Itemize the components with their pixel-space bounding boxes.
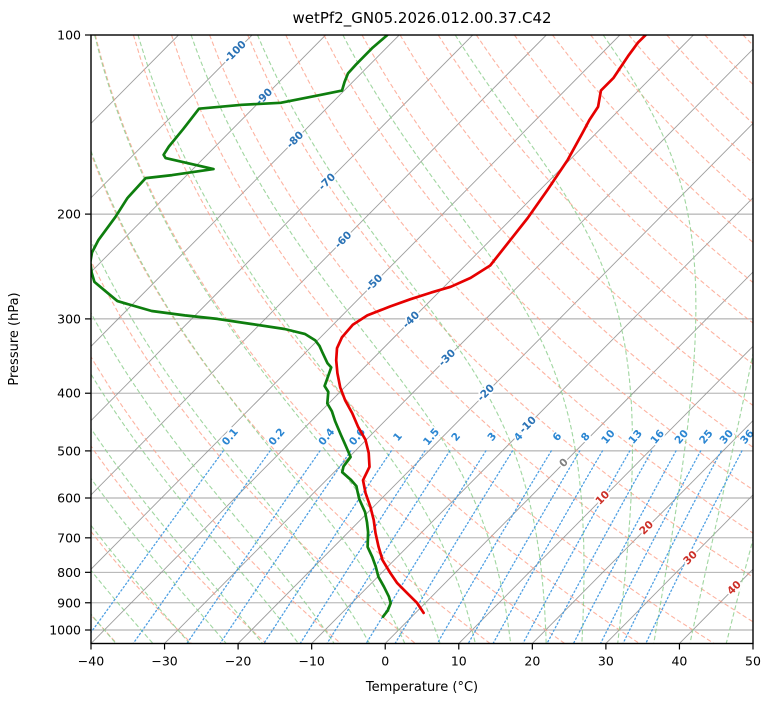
y-tick-label: 1000 <box>49 623 81 638</box>
y-tick-label: 100 <box>57 28 81 43</box>
y-tick-label: 500 <box>57 443 81 458</box>
x-tick-label: −20 <box>225 654 251 669</box>
x-tick-label: 40 <box>671 654 687 669</box>
x-tick-label: −40 <box>78 654 104 669</box>
y-tick-label: 400 <box>57 386 81 401</box>
y-tick-label: 700 <box>57 530 81 545</box>
x-tick-label: −10 <box>298 654 324 669</box>
x-tick-label: 20 <box>524 654 540 669</box>
y-tick-label: 300 <box>57 311 81 326</box>
x-tick-label: 30 <box>598 654 614 669</box>
y-tick-label: 200 <box>57 207 81 222</box>
x-tick-label: −30 <box>151 654 177 669</box>
x-tick-label: 50 <box>745 654 761 669</box>
x-tick-label: 10 <box>451 654 467 669</box>
chart-title: wetPf2_GN05.2026.012.00.37.C42 <box>292 9 551 28</box>
y-tick-label: 900 <box>57 595 81 610</box>
x-tick-label: 0 <box>381 654 389 669</box>
y-axis-label: Pressure (hPa) <box>7 292 22 385</box>
y-tick-label: 800 <box>57 565 81 580</box>
y-tick-label: 600 <box>57 491 81 506</box>
x-axis-label: Temperature (°C) <box>365 680 478 695</box>
